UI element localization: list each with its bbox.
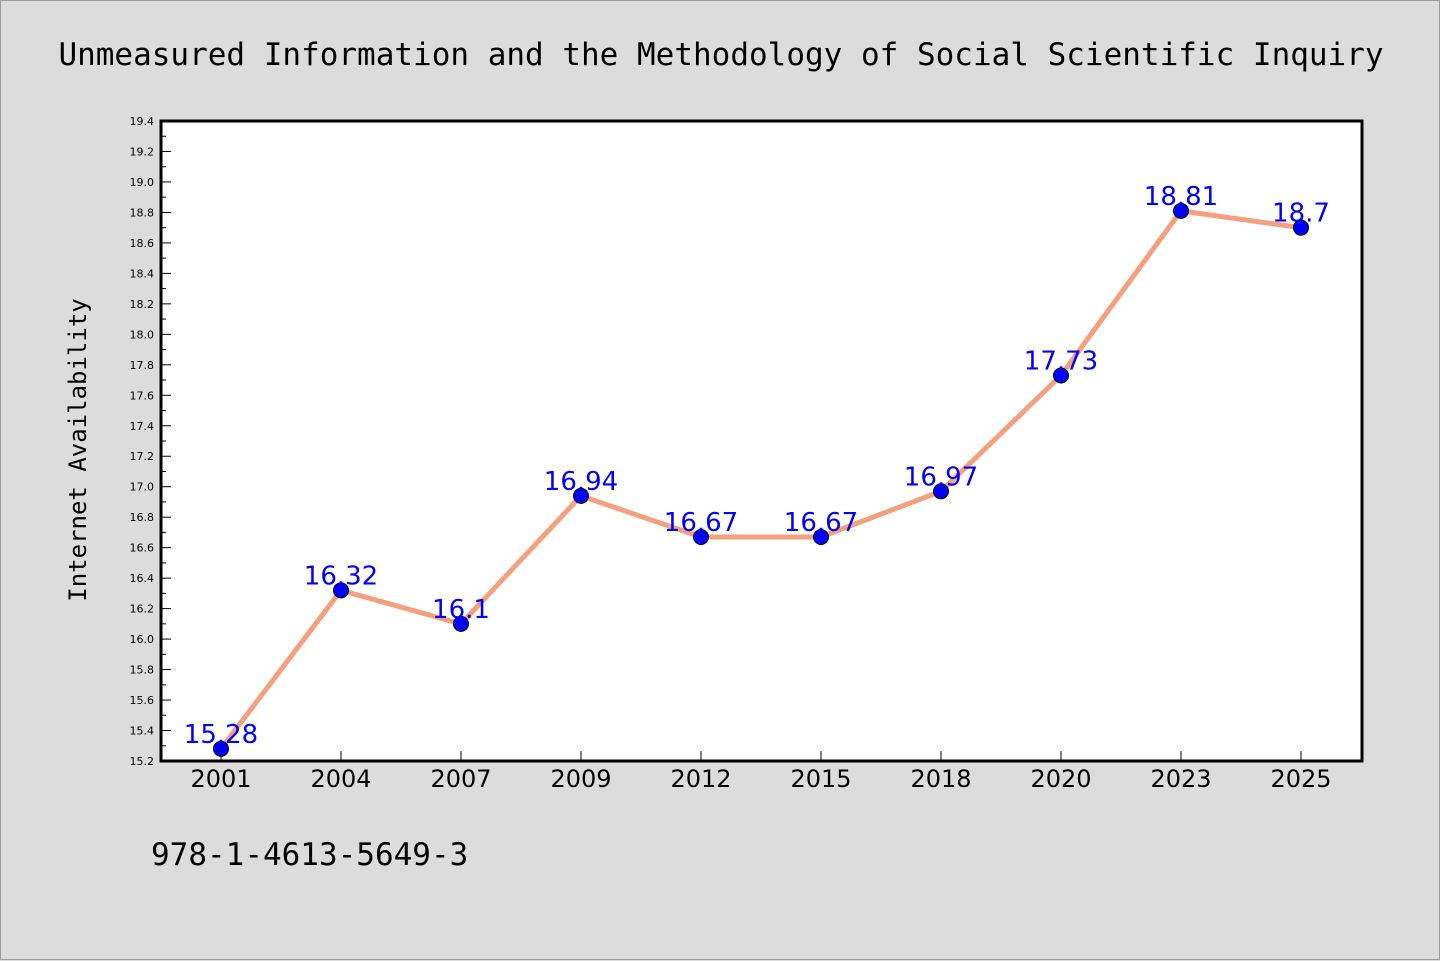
x-tick-label: 2015: [790, 765, 851, 793]
data-point: [573, 487, 589, 504]
data-point: [813, 529, 829, 545]
y-tick-label: 16.8: [130, 511, 155, 524]
x-tick-label: 2007: [430, 765, 491, 793]
data-label: 18.7: [1272, 199, 1330, 229]
y-tick-label: 18.4: [130, 267, 155, 280]
data-label: 16.67: [784, 508, 858, 538]
plot-area: [159, 119, 1364, 763]
x-tick-label: 2009: [550, 765, 611, 793]
y-tick-label: 16.4: [130, 572, 155, 585]
y-tick-label: 15.2: [130, 755, 155, 768]
y-tick-label: 15.6: [130, 694, 155, 707]
y-tick-label: 17.6: [130, 389, 155, 402]
y-tick-label: 15.8: [130, 664, 155, 677]
x-tick-label: 2023: [1150, 765, 1211, 793]
y-tick-label: 19.2: [130, 145, 155, 158]
data-label: 16.67: [664, 508, 738, 538]
y-axis-label: Internet Availability: [64, 298, 92, 601]
y-tick-label: 18.2: [130, 298, 155, 311]
x-tick-label: 2001: [190, 765, 251, 793]
x-tick-label: 2012: [670, 765, 731, 793]
y-tick-label: 16.2: [130, 603, 155, 616]
y-tick-label: 17.4: [130, 420, 155, 433]
y-tick-label: 18.0: [130, 328, 155, 341]
data-labels: 15.28 16.32 16.1 16.94 16.67 16.67 16.97 17.73 1…: [184, 182, 1330, 750]
y-tick-label: 18.6: [130, 237, 155, 250]
y-tick-label: 19.0: [130, 176, 155, 189]
y-axis-ticks: 15.2 15.4 15.6 15.8 16.0 16.2 16.4 16.6 16.8 17.0…: [130, 115, 171, 768]
data-point: [933, 483, 949, 500]
y-tick-label: 19.4: [130, 115, 155, 128]
x-tick-label: 2004: [310, 765, 371, 793]
data-label: 16.32: [304, 561, 378, 591]
x-tick-label: 2020: [1030, 765, 1091, 793]
y-tick-label: 17.0: [130, 481, 155, 494]
data-markers: [213, 202, 1309, 757]
data-point: [453, 615, 469, 632]
chart-title: Unmeasured Information and the Methodolo…: [58, 37, 1383, 73]
y-tick-label: 15.4: [130, 725, 155, 738]
y-tick-label: 17.2: [130, 450, 155, 463]
x-tick-label: 2018: [910, 765, 971, 793]
x-tick-label: 2025: [1270, 765, 1331, 793]
data-point: [1293, 219, 1309, 236]
data-label: 16.1: [432, 595, 490, 625]
data-label: 18.81: [1144, 182, 1218, 212]
data-point: [333, 582, 349, 599]
y-tick-label: 18.8: [130, 206, 155, 219]
y-tick-label: 16.6: [130, 542, 155, 555]
data-point: [213, 740, 229, 757]
series-line: [219, 208, 1302, 751]
data-point: [1173, 202, 1189, 219]
data-point: [1053, 367, 1069, 384]
isbn-footer: 978-1-4613-5649-3: [151, 837, 468, 873]
data-label: 17.73: [1024, 346, 1098, 376]
x-axis-ticks: 2001 2004 2007 2009 2012 2015 2018 2020 2023 2025: [190, 751, 1332, 793]
series-line-group: [219, 208, 1302, 751]
data-label: 16.94: [544, 467, 618, 497]
y-tick-label: 17.8: [130, 359, 155, 372]
data-label: 15.28: [184, 720, 258, 750]
y-tick-label: 16.0: [130, 633, 155, 646]
data-point: [693, 529, 709, 545]
data-label: 16.97: [904, 462, 978, 492]
